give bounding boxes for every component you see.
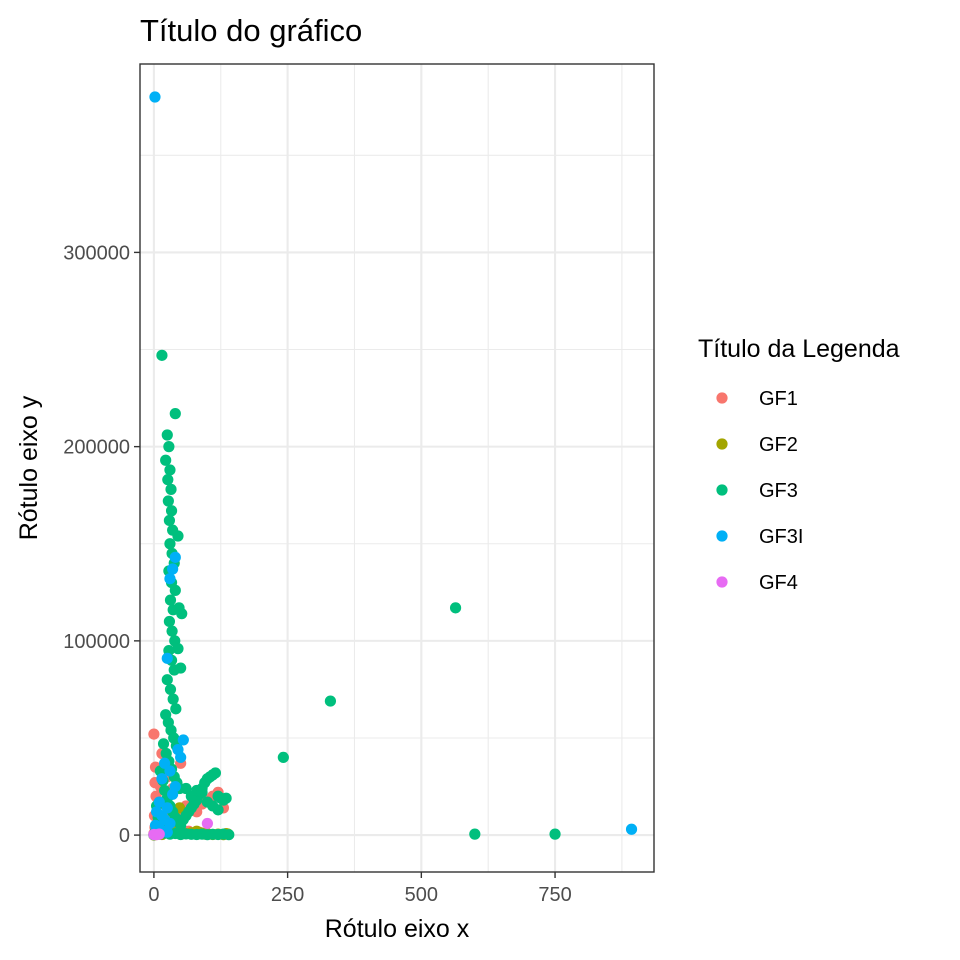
data-point-gf3 [469, 828, 481, 840]
data-point-gf3 [161, 429, 173, 441]
data-point-gf3i [177, 734, 189, 746]
data-point-gf3i [153, 796, 165, 808]
data-point-gf3 [277, 751, 289, 764]
data-point-gf4 [201, 817, 213, 830]
plot-panel-background [140, 64, 654, 872]
data-point-gf3 [163, 615, 176, 628]
data-point-gf3i [167, 563, 179, 575]
data-point-gf3i [156, 773, 168, 785]
data-point-gf3 [156, 349, 168, 361]
data-point-gf3i [164, 573, 176, 585]
data-point-gf3 [175, 662, 187, 674]
data-point-gf3 [209, 767, 222, 779]
series-gf4 [148, 817, 213, 841]
plot-panel-border [139, 63, 655, 873]
data-point-gf3 [164, 683, 177, 696]
legend-label-gf3: GF3 [759, 480, 798, 502]
data-point-gf3 [165, 483, 177, 495]
data-point-gf4 [153, 828, 165, 840]
data-point-gf3 [167, 693, 179, 705]
data-point-gf3 [161, 674, 173, 686]
data-point-gf3 [165, 505, 178, 517]
chart-title: Título do gráfico [140, 13, 362, 48]
data-point-gf3i [169, 551, 181, 563]
legend: Título da Legenda GF1 GF2 GF3 GF3I GF4 [698, 335, 900, 594]
legend-key-gf2 [716, 438, 728, 450]
data-point-gf3 [549, 828, 561, 840]
data-point-gf3 [173, 602, 185, 614]
grid-lines [140, 64, 654, 872]
data-point-gf3 [166, 625, 178, 637]
data-point-gf3 [220, 792, 232, 804]
x-tick-label: 500 [405, 884, 438, 906]
data-point-gf3 [164, 538, 176, 550]
x-axis: 0 250 500 750 [148, 872, 572, 906]
data-point-gf3i [167, 788, 179, 800]
data-point-gf3 [172, 530, 184, 542]
data-point-gf3 [169, 584, 181, 596]
data-point-gf3 [449, 602, 462, 614]
data-point-gf3 [170, 703, 182, 715]
data-point-gf3 [223, 829, 235, 841]
data-point-gf1 [148, 728, 160, 740]
data-point-gf3 [169, 408, 181, 420]
legend-label-gf1: GF1 [759, 388, 798, 410]
x-tick-label: 0 [148, 884, 159, 906]
x-axis-title: Rótulo eixo x [325, 915, 470, 943]
data-point-gf3 [164, 594, 177, 606]
x-tick-label: 250 [271, 884, 304, 906]
legend-item-gf3i: GF3I [716, 526, 803, 548]
data-point-gf3 [324, 695, 337, 707]
legend-key-gf3i [716, 530, 728, 542]
legend-item-gf1: GF1 [716, 388, 798, 410]
legend-key-gf3 [716, 484, 728, 496]
data-point-gf3i [164, 765, 176, 777]
y-tick-label: 0 [119, 825, 130, 847]
data-point-gf3 [196, 786, 208, 798]
data-points [148, 91, 638, 841]
y-axis-title: Rótulo eixo y [15, 395, 43, 540]
data-point-gf3 [160, 454, 172, 466]
data-point-gf3 [212, 804, 224, 816]
legend-label-gf4: GF4 [759, 572, 798, 594]
data-point-gf3 [157, 738, 170, 750]
data-point-gf3i [175, 751, 187, 764]
data-point-gf3 [162, 495, 174, 507]
legend-key-gf4 [716, 576, 728, 588]
legend-item-gf4: GF4 [716, 572, 798, 594]
data-point-gf3 [164, 464, 176, 476]
y-tick-label: 300000 [63, 242, 130, 264]
data-point-gf3i [625, 823, 638, 835]
legend-key-gf1 [716, 392, 728, 404]
legend-items: GF1 GF2 GF3 GF3I GF4 [716, 388, 803, 594]
y-axis: 0 100000 200000 300000 [63, 242, 140, 847]
data-point-gf3 [162, 474, 174, 486]
legend-title: Título da Legenda [698, 335, 900, 363]
legend-item-gf2: GF2 [716, 434, 798, 456]
y-tick-label: 200000 [63, 437, 130, 459]
legend-item-gf3: GF3 [716, 480, 798, 502]
x-tick-label: 750 [538, 884, 571, 906]
y-tick-label: 100000 [63, 631, 130, 653]
series-gf3 [149, 349, 561, 841]
data-point-gf3i [149, 91, 161, 103]
data-point-gf3 [163, 441, 175, 453]
data-point-gf3i [161, 652, 173, 664]
legend-label-gf3i: GF3I [759, 526, 803, 548]
data-point-gf3 [172, 643, 184, 655]
data-point-gf3 [163, 514, 176, 527]
data-point-gf3i [164, 817, 176, 830]
legend-label-gf2: GF2 [759, 434, 798, 456]
